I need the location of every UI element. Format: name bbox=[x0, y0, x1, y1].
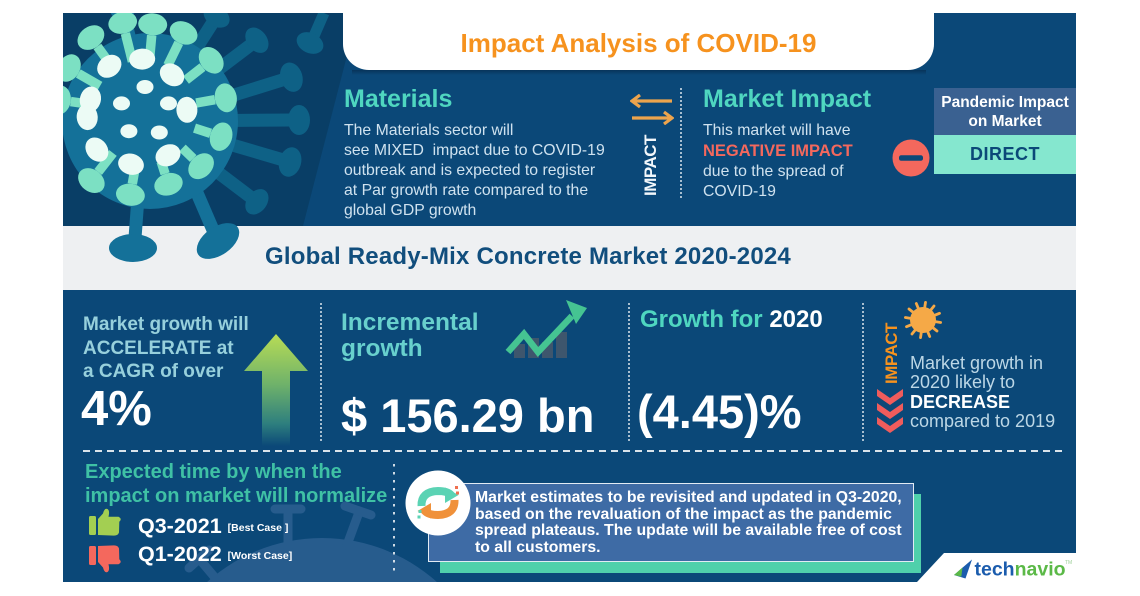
svg-text:TM: TM bbox=[1065, 560, 1072, 566]
svg-text:technavio: technavio bbox=[975, 559, 1066, 581]
